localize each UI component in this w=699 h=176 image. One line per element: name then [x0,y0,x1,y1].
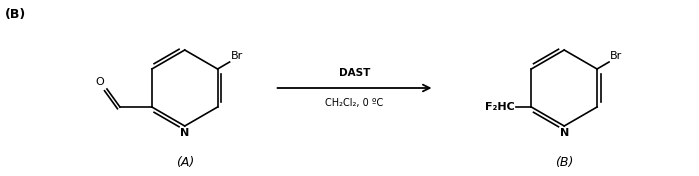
Text: CH₂Cl₂, 0 ºC: CH₂Cl₂, 0 ºC [325,98,384,108]
Text: (B): (B) [5,8,27,21]
Text: Br: Br [610,51,622,61]
Text: N: N [560,128,569,138]
Text: O: O [95,77,104,87]
Text: F₂HC: F₂HC [484,102,514,112]
Text: (B): (B) [555,156,573,169]
Text: (A): (A) [175,156,194,169]
Text: Br: Br [231,51,243,61]
Text: DAST: DAST [339,68,370,78]
Text: N: N [180,128,189,138]
